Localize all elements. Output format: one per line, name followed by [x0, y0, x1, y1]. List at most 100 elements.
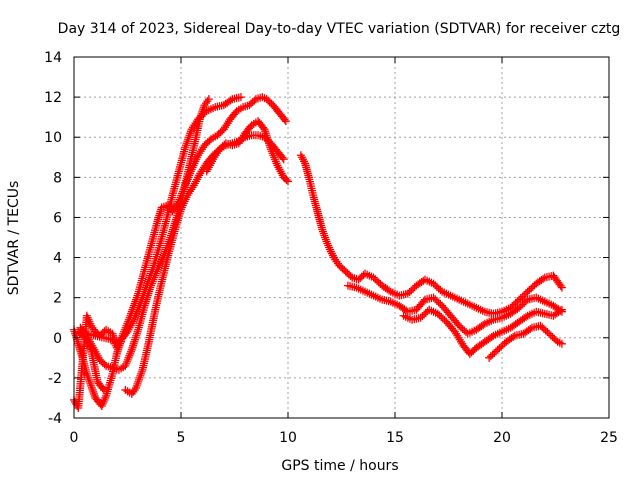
data-point — [84, 375, 93, 384]
data-point — [452, 329, 461, 338]
y-tick-label: 0 — [53, 331, 62, 347]
data-point — [144, 277, 153, 286]
data-point — [135, 373, 144, 382]
data-point — [557, 305, 566, 314]
data-point — [126, 347, 135, 356]
data-point — [425, 277, 434, 286]
data-point — [323, 239, 332, 248]
data-point — [123, 355, 132, 364]
data-point — [328, 251, 337, 260]
data-point — [147, 267, 156, 276]
data-point — [190, 121, 199, 130]
data-point — [124, 325, 133, 334]
data-point — [320, 231, 329, 240]
data-point — [204, 95, 213, 104]
data-point — [188, 183, 197, 192]
data-marks — [70, 93, 566, 412]
x-tick-label: 5 — [177, 430, 186, 446]
data-point — [194, 151, 203, 160]
series-track-8 — [399, 305, 566, 358]
data-point — [208, 157, 217, 166]
data-point — [86, 379, 95, 388]
data-point — [127, 319, 136, 328]
data-point — [219, 125, 228, 134]
axes: 0 5 10 15 20 25 -4 -2 0 2 4 6 8 10 12 14 — [44, 50, 618, 446]
data-point — [137, 367, 146, 376]
y-tick-label: -2 — [48, 371, 62, 387]
data-point — [203, 165, 212, 174]
data-point — [137, 369, 146, 378]
data-point — [128, 317, 137, 326]
data-point — [143, 279, 152, 288]
data-point — [221, 123, 230, 132]
data-point — [181, 143, 190, 152]
data-point — [171, 203, 180, 212]
data-point — [132, 381, 141, 390]
data-point — [141, 285, 150, 294]
data-point — [429, 307, 438, 316]
data-point — [88, 385, 97, 394]
data-point — [271, 157, 280, 166]
data-point — [282, 176, 291, 185]
data-point — [526, 324, 535, 333]
data-point — [539, 274, 548, 283]
data-point — [126, 321, 135, 330]
y-tick-label: 6 — [53, 210, 62, 226]
data-point — [324, 241, 333, 250]
series-track-5 — [202, 117, 292, 186]
data-point — [321, 235, 330, 244]
data-point — [281, 117, 290, 126]
data-point — [179, 199, 188, 208]
data-point — [82, 337, 91, 346]
data-point — [86, 343, 95, 352]
data-point — [89, 389, 98, 398]
data-point — [97, 401, 106, 410]
data-point — [180, 197, 189, 206]
x-tick-label: 10 — [279, 430, 297, 446]
data-point — [222, 121, 231, 130]
data-point — [83, 339, 92, 348]
data-point — [296, 151, 305, 160]
data-point — [127, 389, 136, 398]
data-point — [325, 245, 334, 254]
data-point — [556, 306, 565, 315]
data-point — [203, 97, 212, 106]
data-point — [136, 299, 145, 308]
series-track-10 — [70, 311, 126, 412]
y-tick-label: 10 — [44, 130, 62, 146]
data-point — [132, 383, 141, 392]
data-point — [178, 201, 187, 210]
data-point — [125, 323, 134, 332]
data-point — [327, 249, 336, 258]
data-point — [124, 353, 133, 362]
series-track-4 — [121, 131, 288, 398]
data-point — [269, 151, 278, 160]
data-point — [197, 145, 206, 154]
data-point — [280, 115, 289, 124]
data-point — [126, 349, 135, 358]
x-tick-label: 15 — [386, 430, 404, 446]
data-point — [132, 309, 141, 318]
data-point — [185, 187, 194, 196]
data-point — [184, 189, 193, 198]
data-point — [148, 265, 157, 274]
data-point — [134, 303, 143, 312]
data-point — [204, 163, 213, 172]
data-point — [84, 373, 93, 382]
data-point — [134, 375, 143, 384]
data-point — [450, 327, 459, 336]
data-point — [211, 151, 220, 160]
data-point — [101, 393, 110, 402]
data-point — [186, 127, 195, 136]
data-point — [454, 333, 463, 342]
data-point — [279, 155, 288, 164]
data-point — [125, 351, 134, 360]
data-point — [201, 99, 210, 108]
x-tick-label: 25 — [600, 430, 618, 446]
data-point — [134, 377, 143, 386]
data-point — [123, 327, 132, 336]
data-point — [137, 297, 146, 306]
data-point — [319, 229, 328, 238]
data-point — [189, 181, 198, 190]
data-point — [322, 237, 331, 246]
